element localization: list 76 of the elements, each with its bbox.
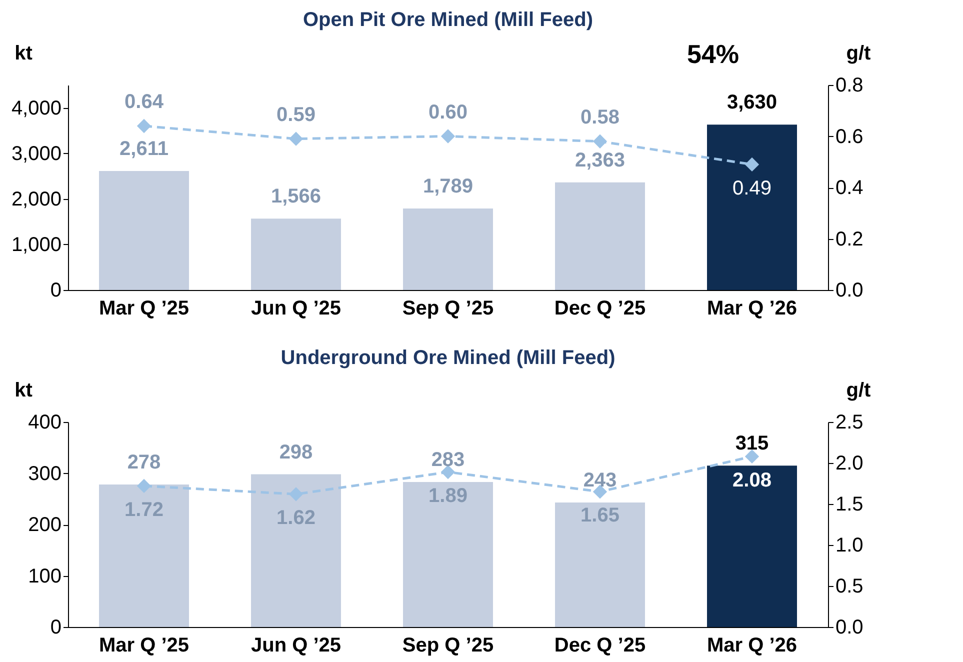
bar — [707, 466, 797, 627]
data-label: 3,630 — [726, 92, 778, 114]
y-tick-label: 100 — [28, 565, 62, 588]
data-label: 298 — [279, 441, 313, 464]
point — [136, 118, 152, 134]
y2-tick-label: 0.0 — [836, 616, 864, 638]
y2-tick-label: 0.2 — [836, 228, 864, 250]
data-label: 243 — [583, 469, 617, 492]
y-tick-label: 300 — [28, 462, 62, 485]
bar — [707, 124, 797, 290]
data-label: 2,611 — [120, 138, 168, 160]
bar — [99, 484, 189, 627]
x-tick-label: Mar Q ’25 — [98, 298, 190, 320]
y-tick-label: 200 — [28, 514, 62, 536]
y-tick-label: 1,000 — [11, 234, 62, 256]
point — [288, 487, 304, 502]
bar — [99, 171, 189, 290]
point — [744, 449, 760, 464]
data-label: 1.72 — [124, 498, 164, 521]
y2-tick-label: 0.0 — [836, 280, 864, 302]
data-label: 0.59 — [276, 104, 316, 126]
bar — [555, 502, 645, 627]
data-label: 2,363 — [574, 149, 626, 172]
y2-tick-label: 2.0 — [836, 452, 864, 474]
data-label: 0.64 — [124, 91, 164, 113]
y2-tick-label: 0.6 — [836, 126, 864, 148]
x-tick-label: Mar Q ’26 — [706, 298, 798, 320]
bar — [251, 474, 341, 627]
y2-tick-label: 0.8 — [836, 74, 864, 96]
x-tick-label: Mar Q ’25 — [98, 634, 190, 656]
y-axis-title: kt — [14, 380, 33, 402]
point — [592, 134, 608, 148]
y2-axis-title: g/t — [846, 380, 872, 402]
point — [288, 132, 304, 146]
point — [744, 157, 760, 172]
text: 54% — [686, 39, 740, 69]
y-tick-label: 400 — [28, 412, 62, 434]
data-label: 278 — [127, 452, 161, 474]
data-label: 315 — [735, 432, 769, 455]
y2-axis-title: g/t — [846, 42, 872, 64]
x-tick-label: Jun Q ’25 — [250, 298, 342, 320]
y-tick-label: 4,000 — [11, 97, 62, 120]
bar — [403, 482, 493, 627]
y-tick-label: 0 — [50, 280, 62, 302]
data-label: 0.49 — [732, 177, 772, 200]
x-tick-label: Mar Q ’26 — [706, 634, 798, 656]
y-tick-label: 2,000 — [11, 188, 62, 210]
point — [136, 478, 152, 494]
y2-tick-label: 2.5 — [836, 412, 864, 434]
data-label: 0.58 — [580, 106, 620, 128]
x-tick-label: Sep Q ’25 — [402, 634, 494, 656]
data-label: 1,789 — [422, 176, 474, 198]
x-tick-label: Dec Q ’25 — [554, 634, 646, 656]
data-label: 283 — [431, 448, 465, 471]
x-tick-label: Jun Q ’25 — [250, 634, 342, 656]
y2-tick-label: 0.5 — [836, 576, 864, 598]
bar — [555, 182, 645, 290]
point — [440, 129, 456, 144]
chart-title: Open Pit Ore Mined (Mill Feed) — [302, 9, 594, 31]
y-tick-label: 0 — [50, 616, 62, 638]
bar — [251, 218, 341, 290]
y2-tick-label: 0.4 — [836, 177, 864, 199]
data-label: 1.89 — [428, 485, 468, 508]
data-label: 1,566 — [270, 186, 322, 208]
y2-tick-label: 1.0 — [836, 534, 864, 556]
data-label: 0.60 — [428, 101, 468, 124]
y2-tick-label: 1.5 — [836, 494, 864, 516]
data-label: 1.65 — [580, 504, 620, 527]
data-label: 2.08 — [732, 469, 772, 492]
y-tick-label: 3,000 — [11, 142, 62, 165]
x-tick-label: Sep Q ’25 — [402, 298, 494, 320]
data-label: 1.62 — [276, 507, 316, 530]
bar — [403, 208, 493, 290]
chart-title: Underground Ore Mined (Mill Feed) — [280, 347, 616, 369]
y-axis-title: kt — [14, 42, 33, 64]
x-tick-label: Dec Q ’25 — [554, 298, 646, 320]
